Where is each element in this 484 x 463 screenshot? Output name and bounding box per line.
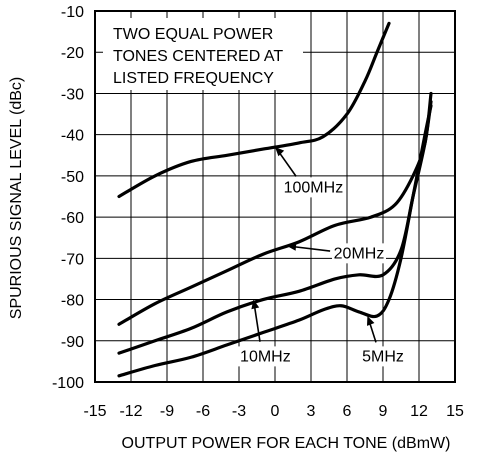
curve-layer: [117, 21, 433, 378]
x-tick-label: -12: [119, 403, 142, 420]
note-line-3: LISTED FREQUENCY: [113, 70, 274, 87]
arrowhead-icon: [367, 316, 375, 326]
annotation-label: 10MHz: [240, 348, 291, 365]
series-line-5mhz: [117, 104, 433, 378]
y-tick-label: -90: [61, 334, 84, 351]
y-tick-label: -60: [61, 210, 84, 227]
annotation-backdrop: [238, 346, 293, 367]
arrowhead-icon: [251, 299, 260, 310]
y-tick-label: -20: [61, 45, 84, 62]
chart-note: TWO EQUAL POWER TONES CENTERED AT LISTED…: [113, 26, 287, 87]
x-axis-title: OUTPUT POWER FOR EACH TONE (dBmW): [122, 435, 451, 452]
grid-layer: [95, 11, 455, 382]
y-tick-label: -100: [52, 375, 84, 392]
annotation-label: 5MHz: [362, 348, 404, 365]
y-tick-label: -40: [61, 128, 84, 145]
arrowhead-icon: [287, 242, 297, 251]
note-line-1: TWO EQUAL POWER: [113, 26, 273, 43]
y-tick-label: -70: [61, 251, 84, 268]
annotation-label: 100MHz: [284, 179, 344, 196]
y-tick-label: -10: [61, 4, 84, 21]
x-tick-label: -15: [83, 403, 106, 420]
note-backdrop: [103, 18, 303, 90]
tick-label-layer: -15 -12 -9 -6 -3 0 3 6 9 12 15-10-20-30-40-50-60-7…: [52, 4, 464, 420]
x-tick-label: 0: [271, 403, 280, 420]
x-tick-label: 12: [410, 403, 428, 420]
y-tick-label: -30: [61, 86, 84, 103]
annotation-backdrop: [281, 177, 346, 198]
series-line-100mhz: [117, 21, 391, 199]
plot-frame: [94, 10, 456, 383]
annotation-backdrop: [332, 243, 386, 264]
y-tick-label: -80: [61, 293, 84, 310]
arrowhead-icon: [275, 147, 285, 157]
y-tick-label: -50: [61, 169, 84, 186]
series-line-20mhz: [117, 91, 433, 326]
x-tick-label: -6: [196, 403, 210, 420]
note-line-2: TONES CENTERED AT: [113, 48, 283, 65]
x-tick-label: 3: [307, 403, 316, 420]
x-tick-label: -3: [232, 403, 246, 420]
x-tick-label: 6: [343, 403, 352, 420]
x-tick-label: 9: [379, 403, 388, 420]
annotation-label: 20MHz: [334, 245, 385, 262]
annotation-layer: 100MHz 20MHz 10MHz 5MHz: [238, 147, 406, 367]
x-tick-label: -9: [160, 403, 174, 420]
annotation-backdrop: [360, 346, 406, 367]
y-axis-title: SPURIOUS SIGNAL LEVEL (dBc): [8, 77, 25, 319]
x-tick-label: 15: [446, 403, 464, 420]
